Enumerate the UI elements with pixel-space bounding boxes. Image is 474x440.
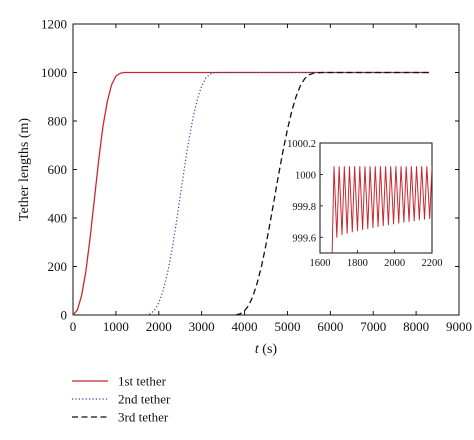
inset-y-tick-label: 1000.2 <box>287 139 316 150</box>
inset-x-tick-label: 2200 <box>422 258 443 269</box>
y-tick-label: 400 <box>48 211 68 226</box>
series-line-1 <box>72 71 429 316</box>
legend-label-2: 2nd tether <box>118 392 171 407</box>
legend-label-1: 1st tether <box>118 374 167 389</box>
y-tick-label: 1200 <box>41 17 67 32</box>
x-axis-label-variable: t <box>255 342 260 357</box>
y-tick-label: 600 <box>48 162 68 177</box>
inset-x-tick-label: 2000 <box>384 258 405 269</box>
x-tick-label: 7000 <box>360 319 386 334</box>
y-tick-label: 1000 <box>41 65 67 80</box>
x-tick-label: 8000 <box>403 319 429 334</box>
inset-plot: 1600 1800 2000 2200 999.6 999.8 1000 1000.2 <box>287 139 442 269</box>
y-axis-label: Tether lengths (m) <box>17 118 32 222</box>
x-tick-label: 9000 <box>446 319 472 334</box>
x-tick-label: 6000 <box>317 319 343 334</box>
x-tick-label: 3000 <box>189 319 215 334</box>
x-axis-label-unit: (s) <box>259 342 278 357</box>
inset-series-line <box>331 166 432 253</box>
legend-label-3: 3rd tether <box>118 410 169 425</box>
inset-y-tick-label: 999.6 <box>292 233 316 244</box>
inset-x-tick-label: 1600 <box>310 258 331 269</box>
inset-x-tick-label: 1800 <box>347 258 368 269</box>
x-tick-label: 2000 <box>146 319 172 334</box>
legend: 1st tether 2nd tether 3rd tether <box>72 374 171 425</box>
inset-y-tick-label: 1000 <box>295 170 316 181</box>
x-tick-label: 0 <box>70 319 77 334</box>
y-tick-label: 0 <box>61 308 68 323</box>
x-tick-label: 4000 <box>232 319 258 334</box>
inset-y-tick-label: 999.8 <box>292 202 316 213</box>
series-line-3 <box>235 71 429 316</box>
y-tick-label: 800 <box>48 114 68 129</box>
series-line-2 <box>145 71 429 316</box>
x-tick-label: 5000 <box>274 319 300 334</box>
x-axis-label: t (s) <box>255 342 278 357</box>
y-tick-label: 200 <box>48 259 68 274</box>
main-plot: 0 1000 2000 3000 4000 5000 6000 7000 8000 9000 0 20… <box>17 17 472 358</box>
x-tick-label: 1000 <box>103 319 129 334</box>
